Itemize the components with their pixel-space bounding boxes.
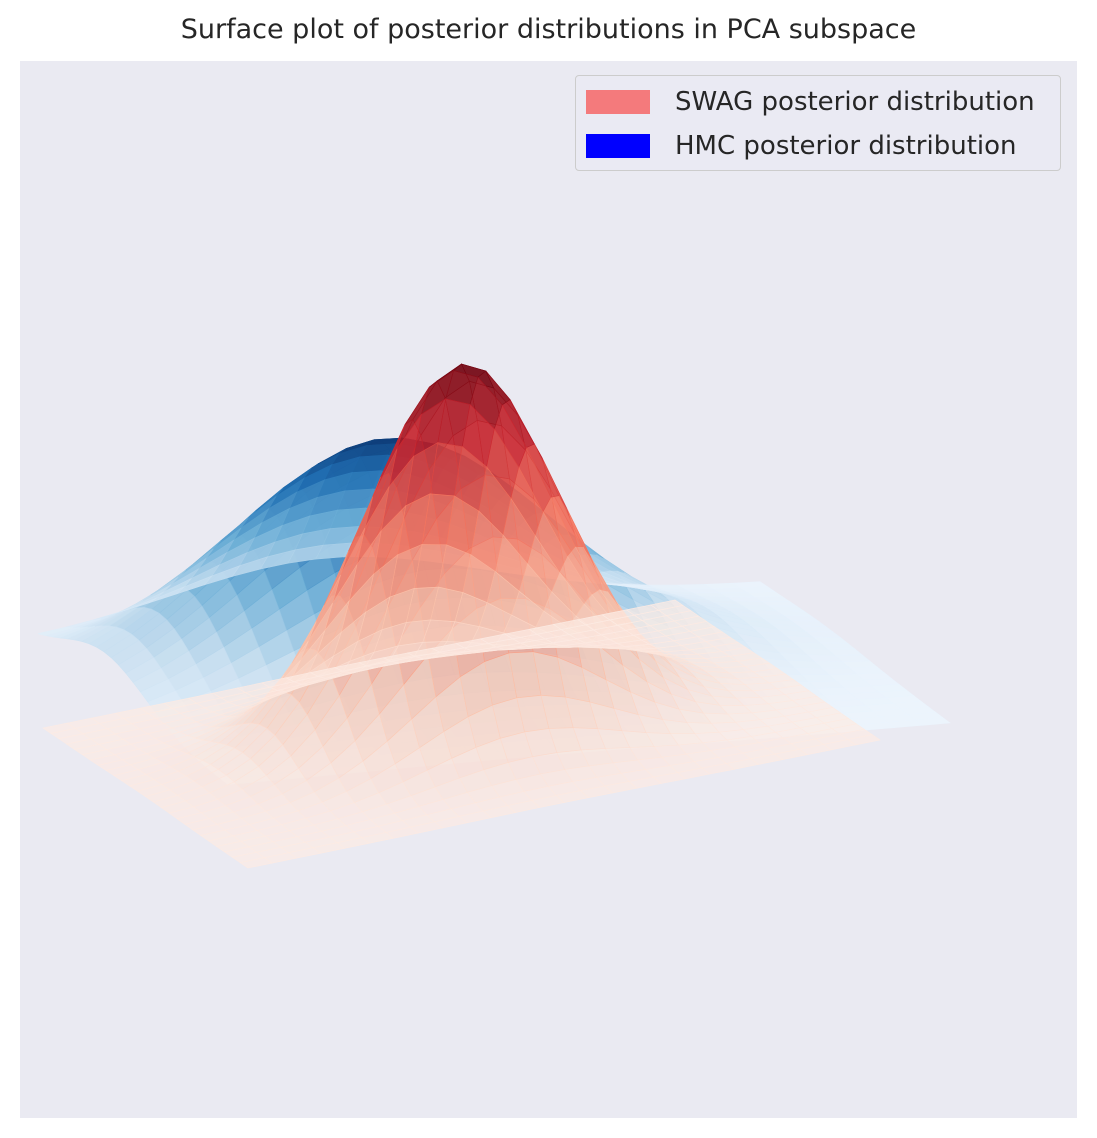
legend-swatch-swag bbox=[586, 90, 650, 114]
chart-title: Surface plot of posterior distributions … bbox=[180, 14, 917, 45]
surface-patch-swag bbox=[42, 722, 76, 734]
legend-swatch-hmc bbox=[586, 134, 650, 158]
legend-item-swag: SWAG posterior distribution bbox=[586, 87, 1035, 117]
legend-label-swag: SWAG posterior distribution bbox=[675, 87, 1035, 117]
legend-label-hmc: HMC posterior distribution bbox=[675, 131, 1017, 161]
swag-surface bbox=[42, 363, 881, 869]
legend: SWAG posterior distribution HMC posterio… bbox=[575, 75, 1061, 171]
legend-item-hmc: HMC posterior distribution bbox=[586, 131, 1017, 161]
surface-patch-hmc bbox=[37, 626, 74, 636]
